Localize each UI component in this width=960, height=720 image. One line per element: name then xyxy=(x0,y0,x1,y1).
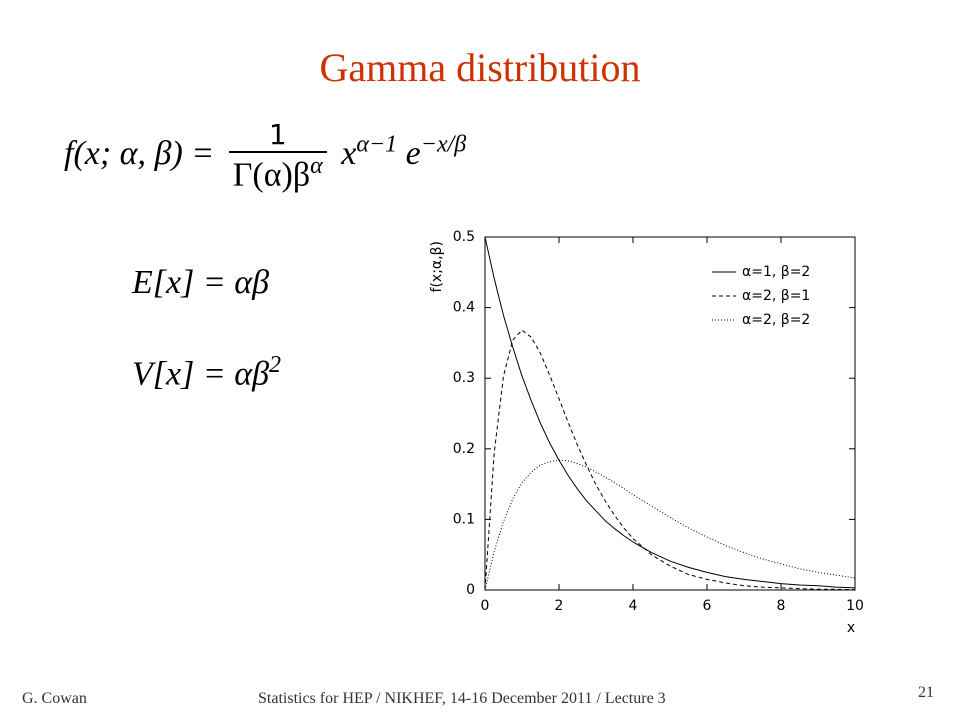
series-line xyxy=(484,236,856,589)
y-tick-label: 0 xyxy=(466,582,475,598)
y-tick-label: 0.3 xyxy=(453,370,475,386)
eq-text: α xyxy=(310,153,323,179)
footer-author: G. Cowan xyxy=(22,690,87,707)
x-tick-label: 8 xyxy=(777,598,786,614)
footer-course: Statistics for HEP / NIKHEF, 14-16 Decem… xyxy=(258,690,666,707)
y-tick-label: 0.5 xyxy=(453,229,475,245)
eq-text: e xyxy=(405,134,421,172)
eq-text: 1 xyxy=(228,118,327,153)
eq-text: −x/β xyxy=(420,131,467,158)
x-tick-label: 4 xyxy=(629,598,638,614)
y-tick-label: 0.2 xyxy=(453,441,475,457)
x-tick-label: 6 xyxy=(703,598,712,614)
plot-frame xyxy=(484,236,856,591)
eq-text: Γ(α)β xyxy=(232,156,311,194)
y-tick-label: 0.4 xyxy=(453,300,475,316)
x-tick-label: 10 xyxy=(846,598,864,614)
page-number: 21 xyxy=(918,684,934,701)
eq-text: x xyxy=(341,134,357,172)
series-line xyxy=(484,459,856,591)
y-axis-label: f(x;α,β) xyxy=(429,241,445,292)
eq-text: α−1 xyxy=(356,131,398,158)
legend-label: α=1, β=2 xyxy=(742,264,810,280)
legend-label: α=2, β=2 xyxy=(742,312,810,328)
x-tick-label: 2 xyxy=(555,598,564,614)
y-tick-label: 0.1 xyxy=(453,511,475,527)
x-axis-label: x xyxy=(847,620,855,636)
fraction: 1 Γ(α)βα xyxy=(228,118,327,194)
eq-text: f(x; α, β) = xyxy=(64,134,215,172)
legend-label: α=2, β=1 xyxy=(742,288,810,304)
series-line xyxy=(484,329,856,591)
slide-title: Gamma distribution xyxy=(319,45,641,90)
mean-equation: E[x] = αβ xyxy=(132,264,270,301)
eq-text: V[x] = αβ xyxy=(132,355,270,393)
var-equation: V[x] = αβ2 xyxy=(132,352,281,393)
pdf-equation: f(x; α, β) = 1 Γ(α)βα xα−1 e−x/β xyxy=(64,118,466,194)
eq-text: 2 xyxy=(269,352,282,378)
x-tick-label: 0 xyxy=(481,598,490,614)
eq-text: Γ(α)βα xyxy=(229,153,327,194)
